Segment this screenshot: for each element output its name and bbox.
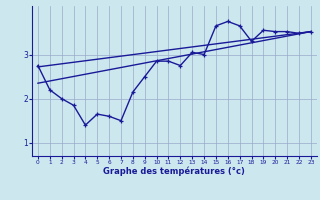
X-axis label: Graphe des températures (°c): Graphe des températures (°c) — [103, 167, 245, 176]
